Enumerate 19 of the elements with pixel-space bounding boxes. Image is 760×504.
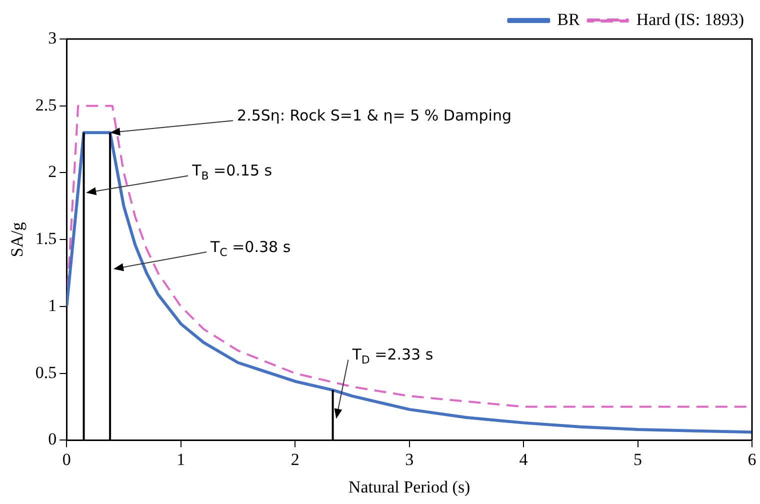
legend-label: BR bbox=[557, 10, 581, 29]
y-tick-label: 0 bbox=[48, 430, 57, 449]
x-tick-label: 0 bbox=[62, 450, 71, 469]
y-axis-title: SA/g bbox=[8, 222, 27, 258]
y-tick-label: 2 bbox=[48, 162, 57, 182]
y-tick-label: 3 bbox=[48, 28, 57, 48]
annotation: 2.5Sη: Rock S=1 & η= 5 % Damping bbox=[237, 106, 512, 125]
x-tick-label: 3 bbox=[405, 450, 414, 469]
x-tick-label: 2 bbox=[290, 450, 300, 469]
x-axis-title: Natural Period (s) bbox=[348, 477, 470, 496]
y-tick-label: 1 bbox=[48, 296, 57, 315]
y-tick-label: 0.5 bbox=[35, 362, 57, 382]
x-tick-label: 6 bbox=[748, 450, 756, 469]
x-tick-label: 4 bbox=[519, 450, 528, 469]
y-tick-label: 2.5 bbox=[35, 95, 57, 114]
legend-label: Hard (IS: 1893) bbox=[636, 10, 744, 29]
x-tick-label: 1 bbox=[176, 450, 186, 469]
x-tick-label: 5 bbox=[634, 450, 642, 469]
y-tick-label: 1.5 bbox=[35, 229, 57, 248]
